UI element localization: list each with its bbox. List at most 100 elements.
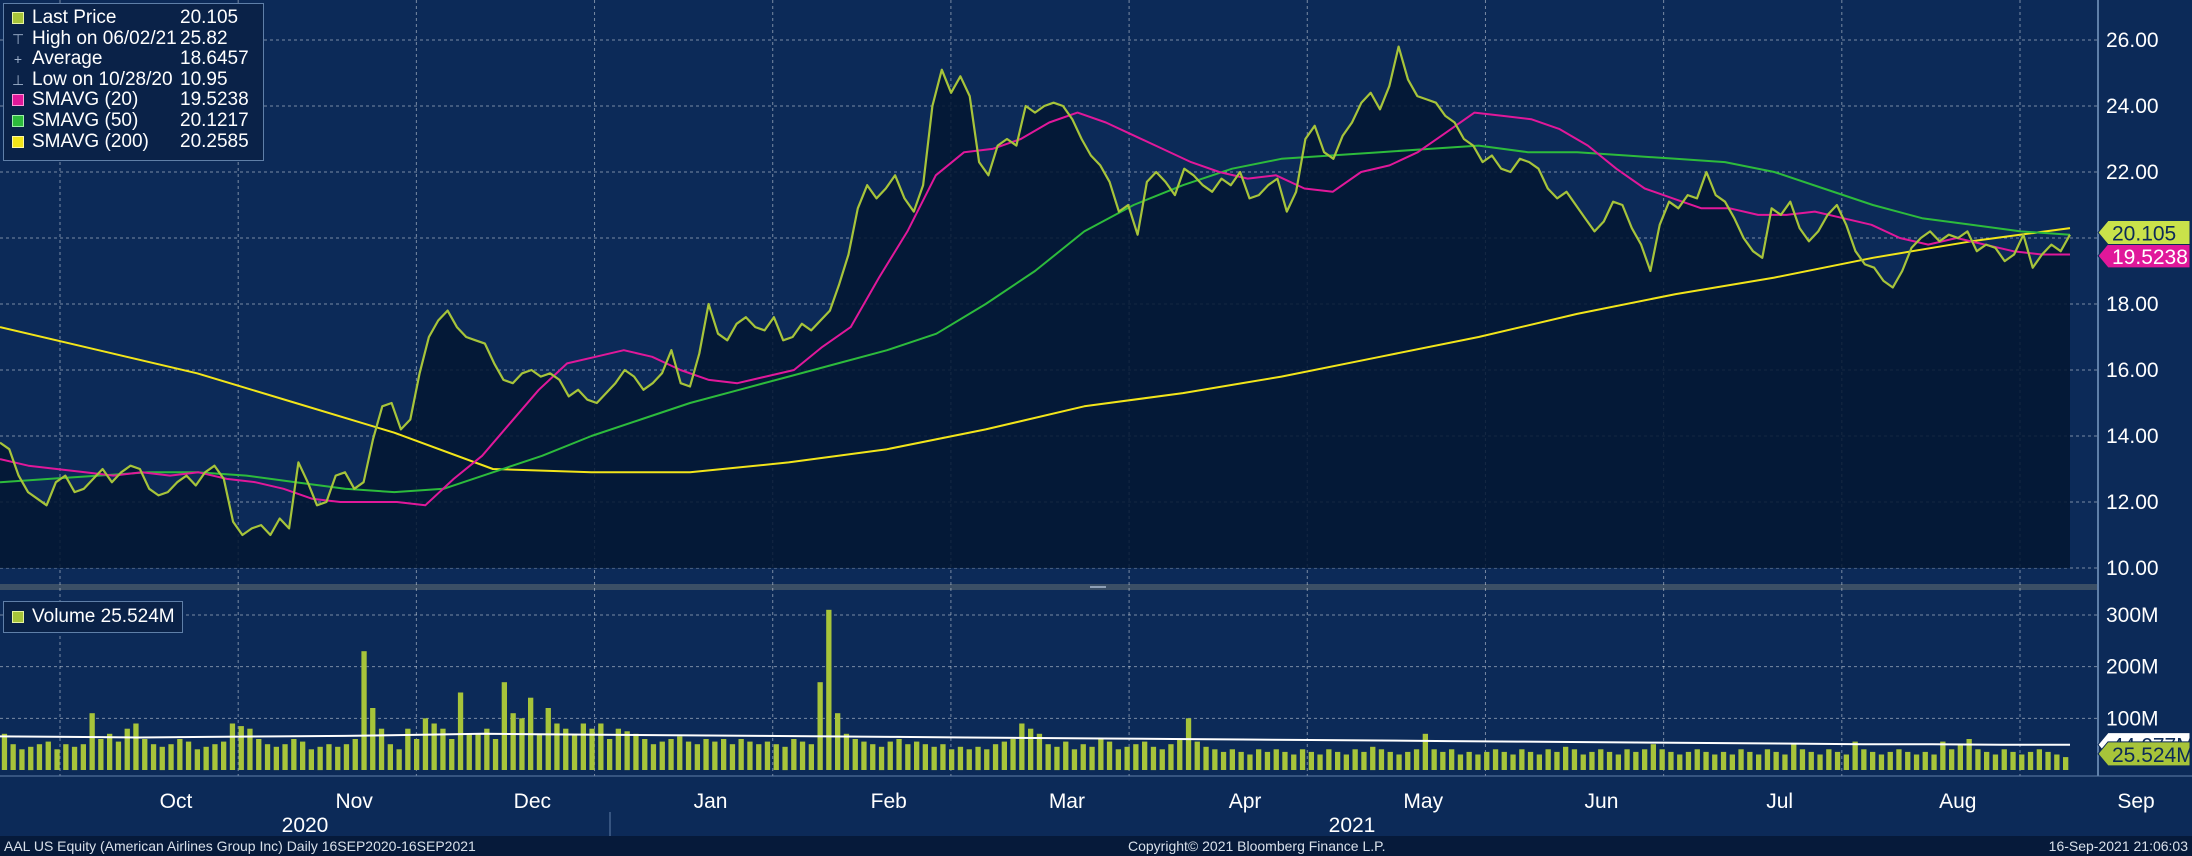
month-tick-label: Apr [1229,790,1262,813]
volume-bar [457,692,464,770]
volume-bar [308,749,314,770]
sma200-line[interactable] [0,227,2071,474]
volume-bar [668,739,674,770]
volume-bar [440,728,446,770]
volume-bar [1177,739,1183,770]
volume-bar [1598,749,1604,770]
volume-bar [159,746,165,771]
panel-splitter-handle[interactable] [1090,586,1106,588]
volume-bar [738,739,744,770]
volume-bar [1229,749,1235,770]
volume-bar [1431,749,1437,770]
sma20-tag: 19.5238 [2112,246,2188,269]
legend-item-average[interactable]: + Average 18.6457 [10,49,257,70]
legend-item-last-price[interactable]: Last Price 20.105 [10,7,257,29]
volume-bar [150,744,157,770]
volume-bar [2001,749,2007,770]
volume-bar [466,733,472,770]
volume-bar [1992,754,1999,770]
volume-bar [764,741,771,770]
sma50-line[interactable] [0,144,2071,494]
volume-bar [808,744,814,770]
volume-bar [712,741,718,770]
volume-bar [2036,749,2042,770]
volume-bar [1440,751,1446,770]
last-price-swatch-icon [12,12,24,24]
volume-tick-label: 200M [2106,656,2159,679]
volume-bar [168,744,174,770]
volume-bar [957,746,964,771]
month-tick-label: May [1403,790,1443,813]
legend-label: SMAVG (50) [32,110,139,131]
legend-item-low[interactable]: ⊥ Low on 10/28/20 10.95 [10,69,257,91]
legend-item-sma50[interactable]: SMAVG (50) 20.1217 [10,110,257,132]
average-marker-icon: + [13,51,23,68]
volume-bar [799,741,806,770]
legend-value: 19.5238 [180,89,249,111]
volume-bar [1387,751,1393,770]
sma20-tag-box [2097,243,2191,269]
legend-item-high[interactable]: ⊤ High on 06/02/21 25.82 [10,28,257,50]
panel-separator[interactable] [0,584,2098,590]
volume-bar [1449,749,1455,770]
volume-bar [1615,754,1621,770]
volume-bar [782,746,788,771]
volume-bar [729,744,736,770]
last-price-line[interactable] [0,45,2071,537]
volume-bar [940,744,946,770]
volume-bar [212,744,218,770]
volume-bar [1063,741,1069,770]
volume-bar [1098,739,1104,770]
volume-bar [1782,754,1788,770]
volume-average-line[interactable] [0,732,2070,746]
volume-bar [291,739,297,770]
volume-bar [1677,754,1683,770]
volume-bar [861,741,867,770]
volume-bar [510,713,516,770]
volume-legend[interactable]: Volume 25.524M [3,601,183,633]
volume-bar [1580,754,1586,770]
volume-bar [589,728,595,770]
volume-bar [1396,754,1402,770]
volume-bar [449,739,455,770]
volume-bar [396,749,402,770]
volume-bar [405,728,411,770]
month-tick-label: Feb [871,790,907,813]
volume-bar [431,723,437,770]
volume-bar [1870,751,1876,770]
legend-value: 20.2585 [180,130,249,152]
volume-bar [378,728,385,770]
sma20-line[interactable] [0,111,2070,507]
volume-bar [791,739,797,770]
volume-bar [1220,751,1227,770]
legend-item-sma20[interactable]: SMAVG (20) 19.5238 [10,90,257,111]
volume-bar [422,718,429,770]
volume-bar [870,744,876,770]
volume-bar [571,733,578,770]
legend-item-sma200[interactable]: SMAVG (200) 20.2585 [10,130,257,153]
volume-bar [607,739,613,770]
volume-bar [1028,728,1034,770]
volume-bar [317,746,323,771]
volume-bar [1738,749,1744,770]
month-tick-label: Dec [514,790,551,813]
volume-bar [984,749,990,770]
volume-bar [1536,754,1542,770]
volume-bar [492,739,499,770]
volume-bar [887,741,893,770]
volume-bar [370,708,376,770]
volume-bar [931,746,937,771]
volume-bar [1370,746,1376,771]
volume-bar [177,739,183,770]
volume-bar [2054,754,2060,770]
volume-bar [1563,746,1569,771]
volume-bar [273,746,279,771]
volume-bar [1378,749,1385,770]
volume-bar [1905,751,1911,770]
month-tick-label: Mar [1049,790,1085,813]
footer-bar: AAL US Equity (American Airlines Group I… [0,836,2192,856]
volume-bar [1361,751,1367,770]
volume-bar [1519,749,1525,770]
volume-bar [1291,754,1297,770]
legend-value: 18.6457 [180,48,249,70]
